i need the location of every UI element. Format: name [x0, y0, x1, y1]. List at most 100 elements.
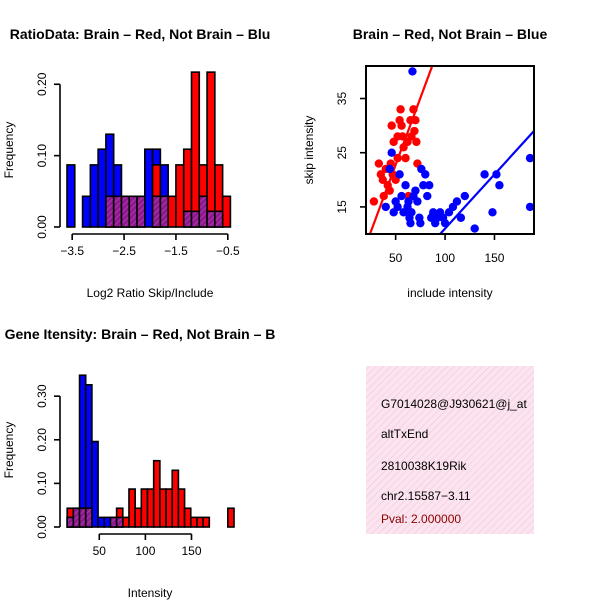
hist-bar — [103, 516, 112, 528]
info-locus: chr2.15587−3.11 — [381, 489, 471, 503]
hist-bar — [97, 516, 106, 528]
scatter-point-blue — [408, 67, 417, 76]
scatter-point-blue — [460, 191, 470, 201]
info-event-type: altTxEnd — [381, 427, 428, 441]
scatter-point-red — [387, 121, 396, 130]
hist-bar — [177, 488, 186, 528]
hist-bar — [97, 148, 107, 228]
scatter-point-blue — [421, 170, 430, 179]
scatter-point-red — [401, 153, 410, 163]
hist-bar — [183, 507, 192, 528]
y-tick-label: 0.30 — [35, 384, 49, 408]
ratio-chart-title: RatioData: Brain – Red, Not Brain – Blu — [10, 26, 271, 42]
hist-bar — [91, 440, 99, 528]
scatter-point-blue — [419, 181, 428, 190]
x-tick-label: 50 — [389, 251, 403, 265]
ratio-y-axis-label: Frequency — [2, 122, 16, 179]
scatter-point-blue — [393, 202, 402, 212]
scatter-point-blue — [381, 202, 390, 212]
hist-bar — [196, 516, 204, 528]
hist-bar — [190, 71, 201, 228]
scatter-point-blue — [423, 191, 432, 201]
hist-bar — [136, 195, 146, 228]
hist-bar — [159, 488, 167, 528]
scatter-point-blue — [406, 218, 415, 228]
scatter-point-blue — [525, 153, 534, 163]
scatter-point-blue — [407, 208, 416, 217]
scatter-point-blue — [413, 197, 422, 206]
x-tick-label: −2.5 — [112, 244, 136, 258]
scatter-point-blue — [470, 224, 479, 233]
scatter-point-blue — [385, 164, 394, 174]
hist-bar — [206, 210, 216, 228]
scatter-point-red — [378, 175, 387, 185]
scatter-point-blue — [411, 186, 420, 195]
scatter-point-blue — [387, 148, 396, 157]
scatter-point-blue — [416, 218, 425, 228]
hist-bar — [165, 488, 174, 528]
hist-bar — [146, 488, 155, 528]
intensity-axes: 50 100 150 0.00 0.10 0.20 0.30 — [35, 384, 202, 558]
hist-bar — [78, 374, 87, 528]
info-id-line: G7014028@J930621@j_at — [381, 397, 527, 411]
hist-bar — [221, 195, 232, 228]
info-box-background — [366, 366, 534, 534]
hist-bar — [78, 507, 87, 528]
hist-bar — [84, 507, 93, 528]
hist-bar — [144, 148, 154, 228]
hist-bar — [120, 195, 131, 228]
x-tick-label: 50 — [93, 544, 107, 558]
hist-bar — [214, 210, 224, 228]
hist-bar — [134, 507, 143, 528]
hist-bar — [167, 195, 177, 228]
scatter-point-red — [374, 159, 384, 168]
scatter-point-blue — [495, 181, 504, 190]
hist-bar — [128, 195, 138, 228]
scatter-point-blue — [425, 181, 434, 190]
hist-bar — [152, 459, 161, 528]
x-tick-label: −3.5 — [60, 244, 84, 258]
hist-bar — [105, 195, 115, 228]
y-tick-label: 0.20 — [35, 72, 49, 96]
scatter-point-blue — [488, 208, 497, 217]
y-tick-label: 0.10 — [35, 144, 49, 168]
hist-bar — [140, 488, 149, 528]
x-tick-label: 100 — [435, 251, 455, 265]
ratio-histogram-panel: RatioData: Brain – Red, Not Brain – Blu … — [2, 26, 270, 300]
y-tick-label: 0.00 — [35, 515, 49, 539]
hist-bar — [189, 516, 198, 528]
scatter-point-blue — [480, 170, 489, 179]
scatter-point-blue — [452, 197, 462, 206]
ratio-axes: −3.5 −2.5 −1.5 −0.5 0.00 0.10 0.20 — [35, 72, 240, 258]
ratio-x-axis-label: Log2 Ratio Skip/Include — [87, 286, 214, 300]
hist-bar — [84, 384, 93, 528]
y-tick-label: 0.00 — [35, 215, 49, 239]
fit-line-blue — [439, 130, 534, 234]
intensity-histogram-panel: Gene Itensity: Brain – Red, Not Brain – … — [2, 326, 275, 600]
hist-bar — [66, 164, 76, 228]
x-tick-label: 150 — [181, 544, 201, 558]
scatter-point-blue — [404, 197, 413, 206]
y-tick-label: 25 — [335, 146, 349, 160]
scatter-point-red — [397, 121, 406, 130]
scatter-point-blue — [492, 170, 501, 179]
hist-bar — [81, 195, 92, 228]
scatter-x-axis-label: include intensity — [407, 286, 492, 300]
scatter-chart-title: Brain – Red, Not Brain – Blue — [353, 26, 548, 42]
scatter-point-red — [396, 105, 405, 114]
hist-bar — [190, 210, 201, 228]
ratio-bars — [66, 71, 232, 228]
scatter-y-axis-label: skip intensity — [302, 116, 316, 185]
x-tick-label: 150 — [484, 251, 504, 265]
scatter-axes: 50 100 150 15 25 35 — [335, 65, 535, 265]
hist-bar — [109, 516, 118, 528]
hist-bar — [198, 195, 208, 228]
y-tick-label: 15 — [335, 200, 349, 214]
scatter-point-blue — [395, 170, 404, 179]
fit-line-red — [368, 66, 434, 234]
hist-bar — [112, 195, 123, 228]
hist-bar — [182, 210, 193, 228]
hist-bar — [151, 195, 162, 228]
x-tick-label: 100 — [135, 544, 155, 558]
y-tick-label: 0.10 — [35, 471, 49, 495]
